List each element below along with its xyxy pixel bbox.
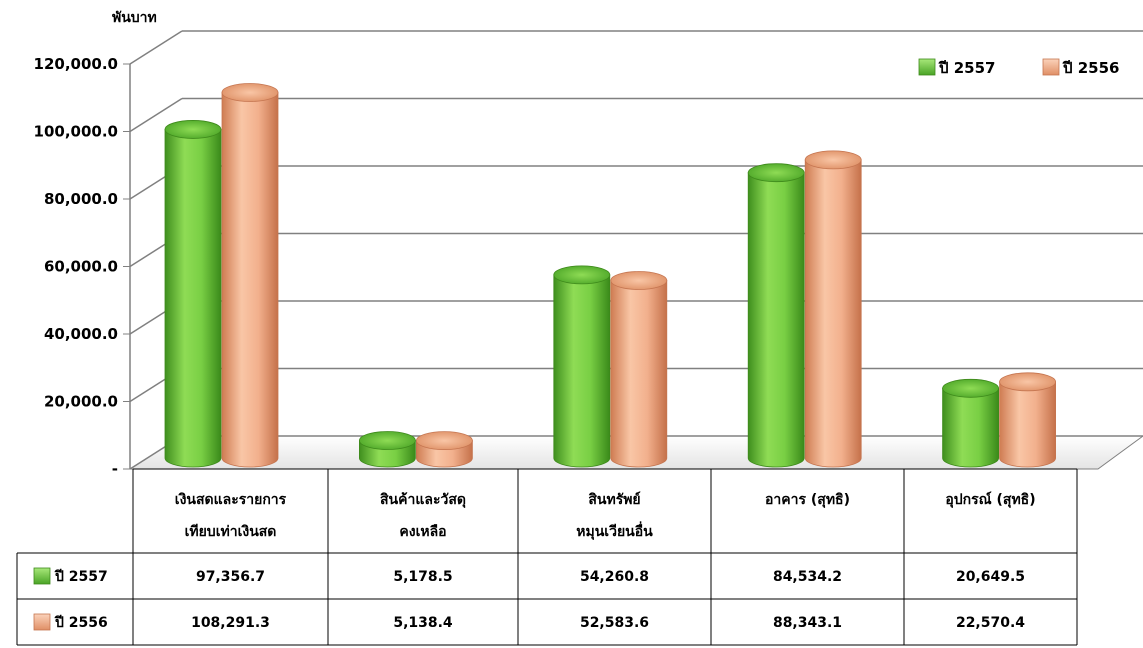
table-cell: 84,534.2 <box>773 569 842 585</box>
bar-body-0 <box>942 387 999 468</box>
category-label: เงินสดและรายการ <box>175 492 287 508</box>
bar-4-1 <box>999 372 1056 468</box>
bar-top-1 <box>610 271 668 290</box>
category-label: อุปกรณ์ (สุทธิ) <box>945 491 1035 508</box>
bar-0-1 <box>221 83 279 468</box>
table-cell: 5,178.5 <box>393 569 452 585</box>
bar-body-1 <box>804 159 862 468</box>
bar-body-1 <box>999 381 1056 468</box>
bar-top-0 <box>164 120 222 139</box>
table-cell: 52,583.6 <box>580 615 649 631</box>
legend-label-1: ปี 2556 <box>1062 59 1119 77</box>
category-label: สินทรัพย์ <box>588 491 641 508</box>
table-cell: 88,343.1 <box>773 615 842 631</box>
legend-label-0: ปี 2557 <box>938 59 995 77</box>
bar-4-0 <box>942 378 999 468</box>
table-series-name: ปี 2556 <box>54 615 108 631</box>
y-tick-label: 20,000.0 <box>44 393 118 411</box>
y-tick-label: 40,000.0 <box>44 325 118 343</box>
y-tick-label: - <box>112 460 118 478</box>
table-cell: 108,291.3 <box>191 615 270 631</box>
legend-swatch-0 <box>918 58 936 76</box>
bar-body-0 <box>553 274 611 468</box>
bar-body-1 <box>610 280 668 468</box>
bar-3-1 <box>804 150 862 468</box>
bar-0-0 <box>164 120 222 468</box>
bar-3-0 <box>747 163 805 468</box>
table-cell: 97,356.7 <box>196 569 265 585</box>
table-swatch-1 <box>33 613 51 631</box>
gridline-side <box>129 30 183 65</box>
bar-top-0 <box>942 378 999 398</box>
category-label: อาคาร (สุทธิ) <box>765 492 850 508</box>
bar-body-0 <box>164 129 222 468</box>
bar-1-1 <box>415 431 473 468</box>
y-tick-label: 120,000.0 <box>34 55 118 73</box>
bar-1-0 <box>358 431 416 468</box>
bars <box>164 83 1056 468</box>
table-cell: 22,570.4 <box>956 615 1025 631</box>
y-tick-label: 100,000.0 <box>34 123 118 141</box>
bar-2-0 <box>553 265 611 468</box>
gridline-side <box>129 97 183 133</box>
y-tick-label: 80,000.0 <box>44 190 118 208</box>
bar-top-0 <box>553 265 611 285</box>
bar-body-0 <box>747 172 805 468</box>
bar-2-1 <box>610 271 668 468</box>
category-label: สินค้าและวัสดุ <box>380 492 466 508</box>
category-label: เทียบเท่าเงินสด <box>185 524 277 540</box>
bar-top-0 <box>358 431 416 450</box>
bar-top-0 <box>747 163 805 183</box>
category-label: คงเหลือ <box>399 524 446 540</box>
legend: ปี 2557 ปี 2556 <box>918 58 1120 77</box>
table-cell: 54,260.8 <box>580 569 649 585</box>
y-tick-label: 60,000.0 <box>44 258 118 276</box>
legend-swatch-1 <box>1042 58 1060 76</box>
table-series-name: ปี 2557 <box>54 569 108 585</box>
bar-top-1 <box>415 431 473 451</box>
bar-top-1 <box>804 150 862 170</box>
y-axis-ticks: - 20,000.0 40,000.0 60,000.0 80,000.0 100,000… <box>34 55 130 478</box>
bar-top-1 <box>221 83 279 102</box>
table-swatch-0 <box>33 567 51 585</box>
category-label: หมุนเวียนอื่น <box>576 521 653 540</box>
unit-label: พันบาท <box>112 10 157 26</box>
bar-top-1 <box>999 372 1056 392</box>
bar-body-1 <box>221 92 279 468</box>
table-cell: 5,138.4 <box>393 615 453 631</box>
table-cell: 20,649.5 <box>956 569 1025 585</box>
